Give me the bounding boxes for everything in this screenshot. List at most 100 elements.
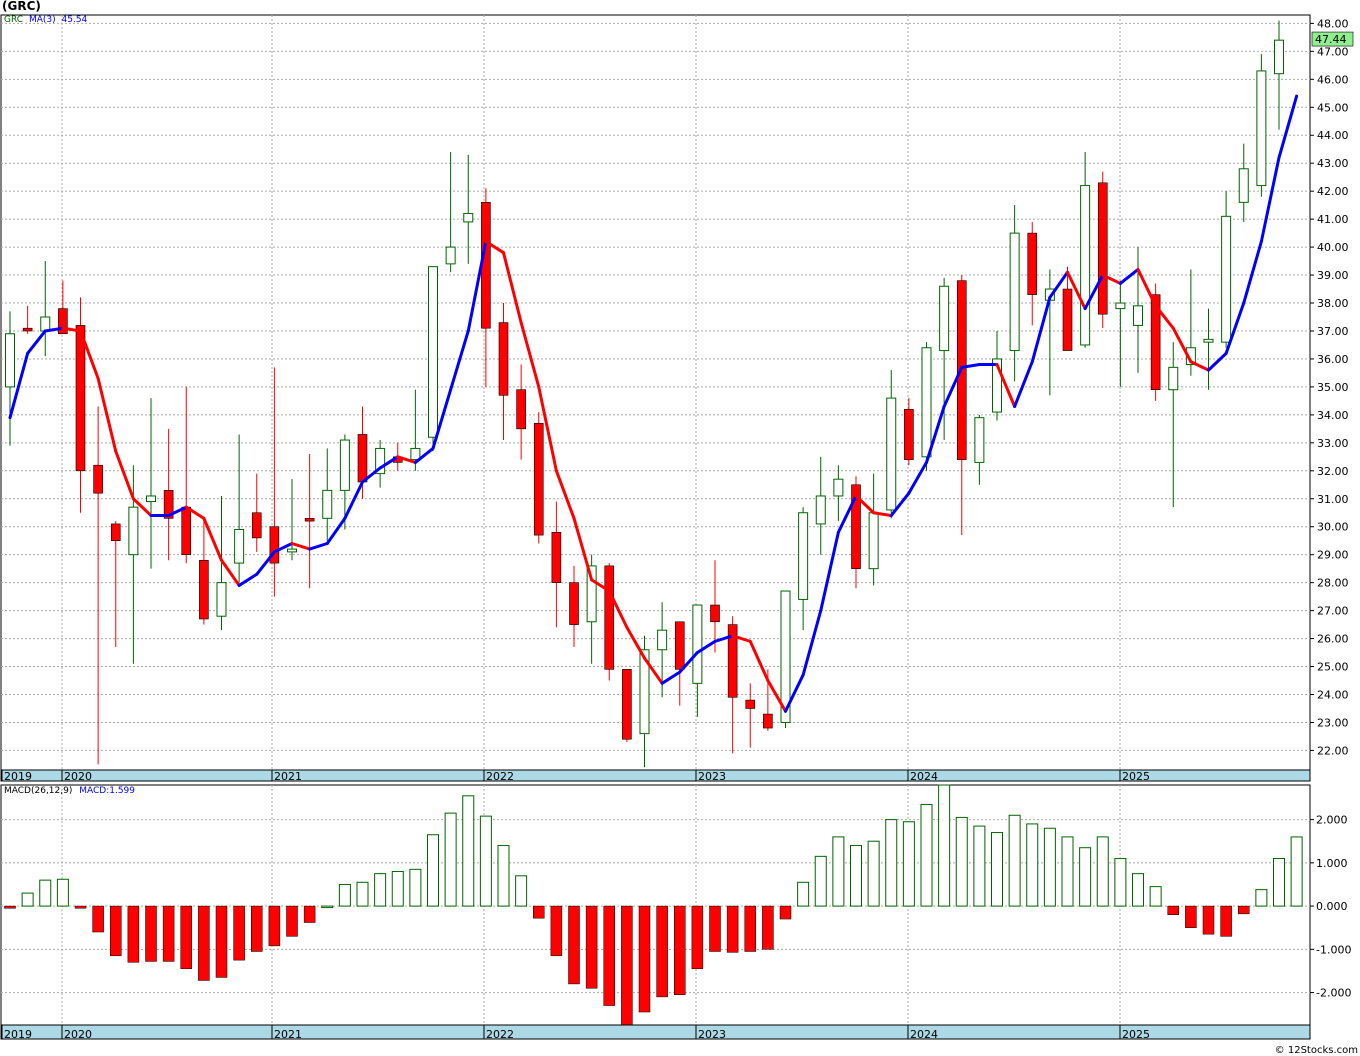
ma-line-segment [1171, 326, 1193, 364]
ma-line-segment [1207, 351, 1228, 372]
ma-line-segment [660, 670, 682, 685]
macd-tick-label: -1.000 [1316, 943, 1351, 956]
ma-line-segment [1101, 273, 1122, 285]
macd-bar-positive [1255, 889, 1268, 907]
macd-bar-positive [832, 836, 845, 907]
price-tick-label: 29.00 [1317, 549, 1349, 562]
macd-bar-negative [585, 905, 598, 989]
macd-bar-negative [162, 905, 175, 962]
candle-up [974, 417, 985, 463]
macd-bar-negative [656, 905, 668, 998]
date-axis-label: 2024 [910, 1028, 938, 1041]
macd-bar-positive [515, 875, 528, 907]
macd-bar-negative [233, 905, 245, 961]
ma-line-segment [96, 377, 118, 453]
macd-bar-positive [409, 868, 422, 907]
candle-up [128, 506, 139, 556]
last-price-box [1311, 31, 1354, 47]
ma-line-segment [995, 363, 1017, 408]
candle-up [322, 489, 333, 519]
price-tick-label: 39.00 [1317, 269, 1349, 282]
ma-line-segment [537, 385, 558, 473]
price-tick-label: 25.00 [1317, 661, 1349, 674]
ma-line-segment [1136, 267, 1158, 308]
date-axis-label: 2022 [486, 1028, 514, 1041]
ma-line-segment [413, 446, 435, 464]
price-tick-label: 36.00 [1317, 353, 1349, 366]
candle-up [375, 447, 386, 475]
ma-line-segment [1154, 304, 1175, 330]
candle-down [481, 202, 491, 329]
price-tick-label: 40.00 [1317, 241, 1349, 254]
candle-up [657, 629, 668, 651]
candle-down [851, 484, 861, 569]
macd-bar-positive [850, 845, 862, 907]
ma-line-segment [431, 388, 453, 450]
ma-line-segment [854, 494, 876, 515]
macd-bar-negative [145, 905, 157, 962]
macd-bar-negative [744, 905, 756, 952]
ma-line-segment [255, 550, 276, 576]
ma-line-segment [361, 466, 382, 484]
ma-line-segment [836, 494, 858, 534]
candle-up [1274, 39, 1284, 75]
macd-bar-negative [1185, 905, 1197, 928]
ma-line-segment [61, 326, 82, 333]
candle-up [1009, 232, 1020, 352]
ma-line-segment [872, 511, 893, 518]
candle-up [639, 649, 650, 735]
candle-up [1203, 338, 1214, 343]
candle-down [22, 327, 33, 332]
ma-line-segment [695, 639, 717, 655]
candle-up [586, 565, 597, 623]
date-axis-label: 2020 [64, 1028, 92, 1041]
candle-down [357, 434, 368, 483]
macd-bar-positive [321, 905, 334, 909]
ma-line-segment [572, 516, 594, 582]
ma-line-segment [184, 505, 206, 520]
macd-bar-positive [21, 892, 34, 907]
candle-down [516, 389, 526, 430]
candle-down [1062, 288, 1073, 351]
price-tick-label: 33.00 [1317, 437, 1349, 450]
price-tick-label: 42.00 [1317, 185, 1349, 198]
price-tick-label: 23.00 [1317, 716, 1349, 729]
macd-bar-negative [110, 905, 122, 957]
ma-line-segment [1048, 270, 1069, 299]
macd-bar-negative [638, 905, 651, 1013]
candle-up [815, 495, 826, 525]
price-tick-label: 27.00 [1317, 605, 1349, 618]
price-tick-label: 43.00 [1317, 157, 1349, 170]
ma-line-segment [784, 673, 805, 713]
price-tick-label: 30.00 [1317, 521, 1349, 534]
ma-line-segment [554, 469, 576, 520]
candle-down [251, 512, 262, 539]
candle-up [5, 333, 15, 388]
macd-bar-negative [92, 905, 104, 933]
date-axis-label: 2025 [1122, 770, 1150, 783]
ma-line-segment [220, 558, 241, 587]
price-tick-label: 24.00 [1317, 689, 1349, 702]
price-tick-label: 28.00 [1317, 577, 1349, 590]
price-tick-label: 32.00 [1317, 465, 1349, 478]
macd-bar-negative [127, 905, 140, 963]
ma-line-segment [26, 329, 47, 355]
macd-bar-positive [973, 825, 986, 907]
macd-bar-positive [991, 832, 1003, 907]
candle-down [745, 699, 756, 709]
candle-down [710, 604, 720, 623]
date-axis-label: 2019 [4, 1028, 32, 1041]
price-tick-label: 35.00 [1317, 381, 1349, 394]
ma-line-segment [731, 634, 752, 643]
ma-line-segment [1030, 295, 1052, 364]
ma-line-segment [502, 251, 523, 325]
ma-line-segment [466, 240, 488, 333]
ma-line-segment [889, 491, 911, 518]
candle-up [40, 316, 51, 332]
ma-line-segment [801, 609, 823, 677]
ma-line-segment [167, 505, 188, 518]
macd-bar-positive [427, 834, 439, 907]
candle-up [146, 495, 156, 503]
legend-symbol: GRC [4, 15, 24, 25]
candle-down [622, 669, 632, 740]
